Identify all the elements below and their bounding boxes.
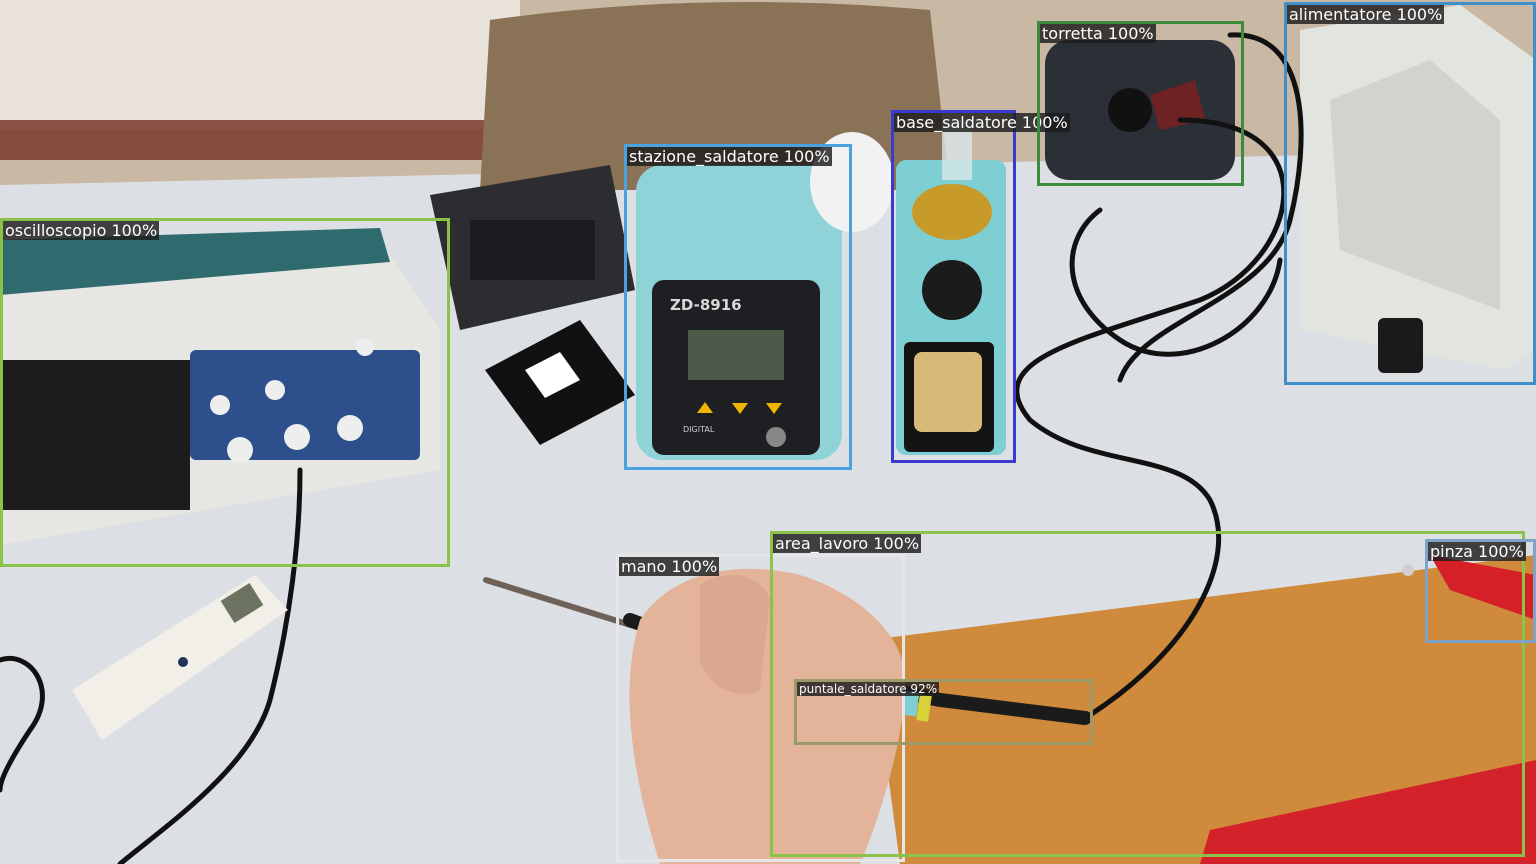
detection-box-tower: torretta 100% xyxy=(1037,21,1244,186)
detection-box-soldering-tip: puntale_saldatore 92% xyxy=(794,679,1093,745)
detection-label: area_lavoro 100% xyxy=(773,534,922,553)
aruco-marker xyxy=(485,320,635,445)
soldering-base-device xyxy=(896,120,1006,455)
detection-label: mano 100% xyxy=(619,557,720,576)
detection-label: pinza 100% xyxy=(1428,542,1526,561)
pliers-tool xyxy=(1402,555,1536,620)
wood-board xyxy=(870,555,1536,864)
cables xyxy=(0,32,1304,864)
detection-box-work-area: area_lavoro 100% xyxy=(770,531,1525,857)
wall-socket-box xyxy=(430,165,635,330)
detection-label: alimentatore 100% xyxy=(1287,5,1445,24)
soldering-station-device: ZD-8916 DIGITAL xyxy=(636,165,842,460)
hand-and-iron xyxy=(483,568,1092,864)
oscilloscope-device xyxy=(0,228,440,545)
detection-label: torretta 100% xyxy=(1040,24,1156,43)
detection-box-power-supply: alimentatore 100% xyxy=(1284,2,1536,385)
red-folder xyxy=(1200,760,1536,864)
tower-device xyxy=(1045,40,1235,180)
station-brand-text: DIGITAL xyxy=(683,425,715,434)
detection-box-oscilloscope: oscilloscopio 100% xyxy=(0,218,450,567)
detection-label: oscilloscopio 100% xyxy=(3,221,160,240)
floor-tile-strip xyxy=(0,0,520,130)
detection-label: stazione_saldatore 100% xyxy=(627,147,832,166)
detection-label: base_saldatore 100% xyxy=(894,113,1070,132)
detection-box-pliers: pinza 100% xyxy=(1425,539,1536,643)
power-supply-device xyxy=(1300,5,1536,373)
remote-control xyxy=(72,575,288,740)
detection-label: puntale_saldatore 92% xyxy=(797,682,940,696)
floor-baseboard xyxy=(0,120,500,160)
detection-box-hand: mano 100% xyxy=(616,554,905,862)
detection-box-soldering-base: base_saldatore 100% xyxy=(891,110,1070,463)
detection-box-soldering-station: stazione_saldatore 100% xyxy=(624,144,852,470)
station-model-text: ZD-8916 xyxy=(670,296,742,314)
